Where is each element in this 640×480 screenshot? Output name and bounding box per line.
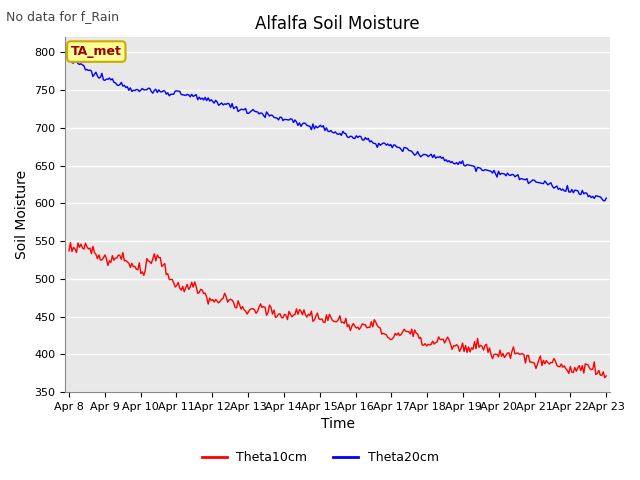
Title: Alfalfa Soil Moisture: Alfalfa Soil Moisture	[255, 15, 420, 33]
Text: No data for f_Rain: No data for f_Rain	[6, 10, 120, 23]
Text: TA_met: TA_met	[71, 45, 122, 58]
Legend: Theta10cm, Theta20cm: Theta10cm, Theta20cm	[196, 446, 444, 469]
Y-axis label: Soil Moisture: Soil Moisture	[15, 170, 29, 259]
X-axis label: Time: Time	[321, 418, 355, 432]
